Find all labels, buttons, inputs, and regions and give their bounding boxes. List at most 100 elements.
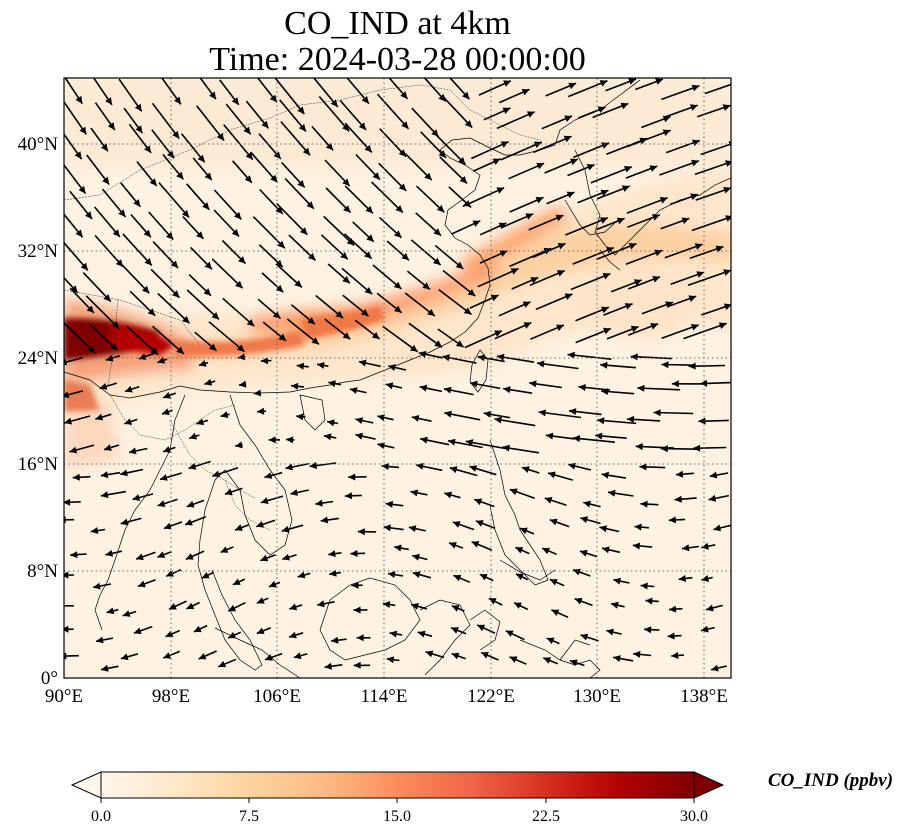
wind-arrow-head [649,165,658,172]
wind-arrow-head [328,380,336,388]
wind-arrow-head [438,150,446,158]
wind-arrow-head [193,625,202,633]
wind-arrow-head [691,159,699,167]
wind-arrow-head [298,123,306,132]
wind-arrow-head [601,471,609,479]
wind-arrow-head [385,500,393,508]
wind-arrow-head [427,308,435,316]
wind-arrow-shaft [382,325,419,353]
wind-arrow-head [87,345,95,353]
wind-arrow-head [459,176,468,184]
wind-arrow-head [163,446,171,453]
wind-arrow-head [477,624,486,632]
wind-arrow-head [678,575,686,582]
wind-arrow-head [543,657,552,664]
lon-tick-label: 90°E [45,686,83,707]
wind-arrow-head [525,213,534,220]
wind-arrow-head [324,662,332,670]
wind-arrow-head [718,322,727,329]
wind-arrow-head [537,360,545,368]
wind-arrow-head [289,603,298,611]
wind-arrow-head [481,652,489,659]
wind-arrow-head [595,432,603,440]
wind-arrow-head [624,166,632,173]
wind-arrow-shaft [637,387,681,391]
wind-arrow-head [639,463,647,471]
wind-arrow-head [196,231,204,239]
wind-arrow-head [637,384,645,392]
chart-title-line2: Time: 2024-03-28 00:00:00 [209,41,586,78]
wind-arrow-head [383,524,391,532]
wind-arrow-head [515,547,524,554]
lon-tick-label: 106°E [253,686,301,707]
wind-arrow-shaft [704,83,731,95]
wind-arrow-head [732,81,740,88]
lat-tick-label: 16°N [18,454,59,475]
wind-arrow-head [688,362,696,370]
wind-arrow-head [471,541,480,548]
wind-arrow-head [597,106,606,113]
wind-arrow-head [342,275,350,284]
wind-arrow-head [358,122,367,130]
wind-arrow-head [261,120,269,129]
wind-arrow-head [671,652,679,659]
wind-arrow-shaft [186,289,220,320]
wind-arrow-head [502,107,511,114]
wind-arrow-head [449,466,458,474]
wind-arrow-head [381,463,389,470]
wind-arrow-shaft [196,105,225,142]
wind-arrow-head [166,570,174,577]
wind-arrow-head [567,351,575,359]
wind-arrow-head [85,211,93,219]
wind-arrow-head [455,261,464,269]
wind-arrow-head [410,489,419,497]
wind-arrow-head [315,499,323,507]
wind-arrow-head [260,497,269,504]
wind-arrow-shaft [64,322,96,354]
wind-arrow-head [613,655,621,662]
wind-arrow-head [135,125,143,134]
wind-arrow-head [509,488,518,496]
wind-arrow-head [170,260,179,268]
wind-arrow-head [75,229,83,238]
wind-arrow-head [182,316,190,324]
wind-arrow-head [535,197,544,204]
wind-arrow-head [317,362,325,369]
wind-arrow-head [348,473,356,481]
wind-arrow-head [671,380,679,388]
wind-arrow-head [330,99,338,107]
wind-arrow-head [349,387,358,394]
wind-arrow-head [358,359,367,367]
wind-arrow-head [281,525,290,533]
wind-arrow-head [600,189,609,197]
wind-arrow-head [488,598,497,605]
wind-arrow-head [620,102,629,110]
wind-arrow-head [353,661,361,669]
wind-arrow-head [64,652,67,660]
chart-title-line1: CO_IND at 4km [284,5,511,42]
wind-arrow-head [228,604,236,612]
wind-arrow-head [563,135,572,143]
wind-arrow-head [343,205,351,213]
wind-arrow-shaft [64,132,83,160]
wind-arrow-head [545,432,554,440]
gridlines [64,78,731,678]
wind-arrow-head [709,471,718,479]
wind-arrow-head [133,627,142,635]
wind-arrow-head [64,417,72,425]
wind-arrow-head [412,571,421,578]
wind-arrow-head [433,228,441,236]
colorbar: 0.0 7.5 15.0 22.5 30.0 [70,771,725,825]
wind-arrow-head [411,415,420,422]
wind-arrow-head [264,472,273,479]
wind-arrow-head [101,664,109,672]
wind-arrow-head [275,284,284,293]
lon-tick-label: 130°E [573,686,621,707]
wind-arrow-head [265,654,273,661]
wind-arrow-head [700,379,708,387]
wind-arrow-head [238,256,246,264]
lon-tick-label: 114°E [361,686,408,707]
wind-arrow-head [499,250,508,257]
wind-arrow-head [515,573,524,581]
wind-arrow-head [260,554,269,562]
